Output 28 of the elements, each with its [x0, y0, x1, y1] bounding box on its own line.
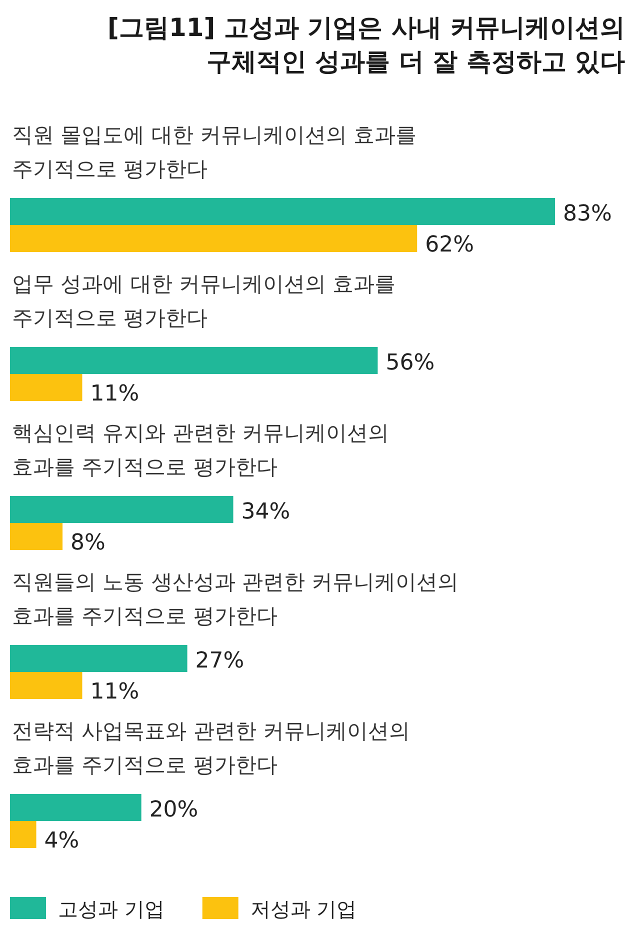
data-label: 11% [90, 680, 140, 704]
bar [10, 225, 418, 252]
y-tick-label: 핵심인력 유지와 관련한 커뮤니케이션의 효과를 주기적으로 평가한다 [12, 421, 390, 479]
data-label: 62% [425, 232, 474, 258]
bar [10, 496, 234, 523]
bar [10, 794, 142, 821]
data-label: 11% [90, 382, 140, 406]
bar [10, 347, 378, 374]
bar [10, 198, 555, 225]
data-label: 56% [386, 350, 435, 376]
y-tick-label: 직원들의 노동 생산성과 관련한 커뮤니케이션의 효과를 주기적으로 평가한다 [12, 570, 459, 628]
data-label: 20% [149, 798, 198, 822]
data-label: 8% [70, 530, 106, 556]
y-tick-label: 업무 성과에 대한 커뮤니케이션의 효과를 주기적으로 평가한다 [12, 272, 396, 330]
y-tick-label: 직원 몰입도에 대한 커뮤니케이션의 효과를 주기적으로 평가한다 [12, 123, 417, 181]
bar [10, 672, 82, 699]
data-label: 4% [44, 828, 80, 854]
bar [10, 374, 82, 401]
data-label: 83% [563, 202, 612, 226]
legend-label: 저성과 기업 [250, 897, 357, 921]
bar [10, 523, 63, 550]
legend-label: 고성과 기업 [58, 897, 164, 921]
data-label: 34% [241, 500, 290, 524]
bar [10, 645, 188, 672]
chart-title: [그림11] 고성과 기업은 사내 커뮤니케이션의 구체적인 성과를 더 잘 측정하고 있다 [108, 13, 625, 76]
y-tick-label: 전략적 사업목표와 관련한 커뮤니케이션의 효과를 주기적으로 평가한다 [12, 719, 410, 777]
bar [10, 821, 36, 848]
data-label: 27% [195, 648, 244, 674]
